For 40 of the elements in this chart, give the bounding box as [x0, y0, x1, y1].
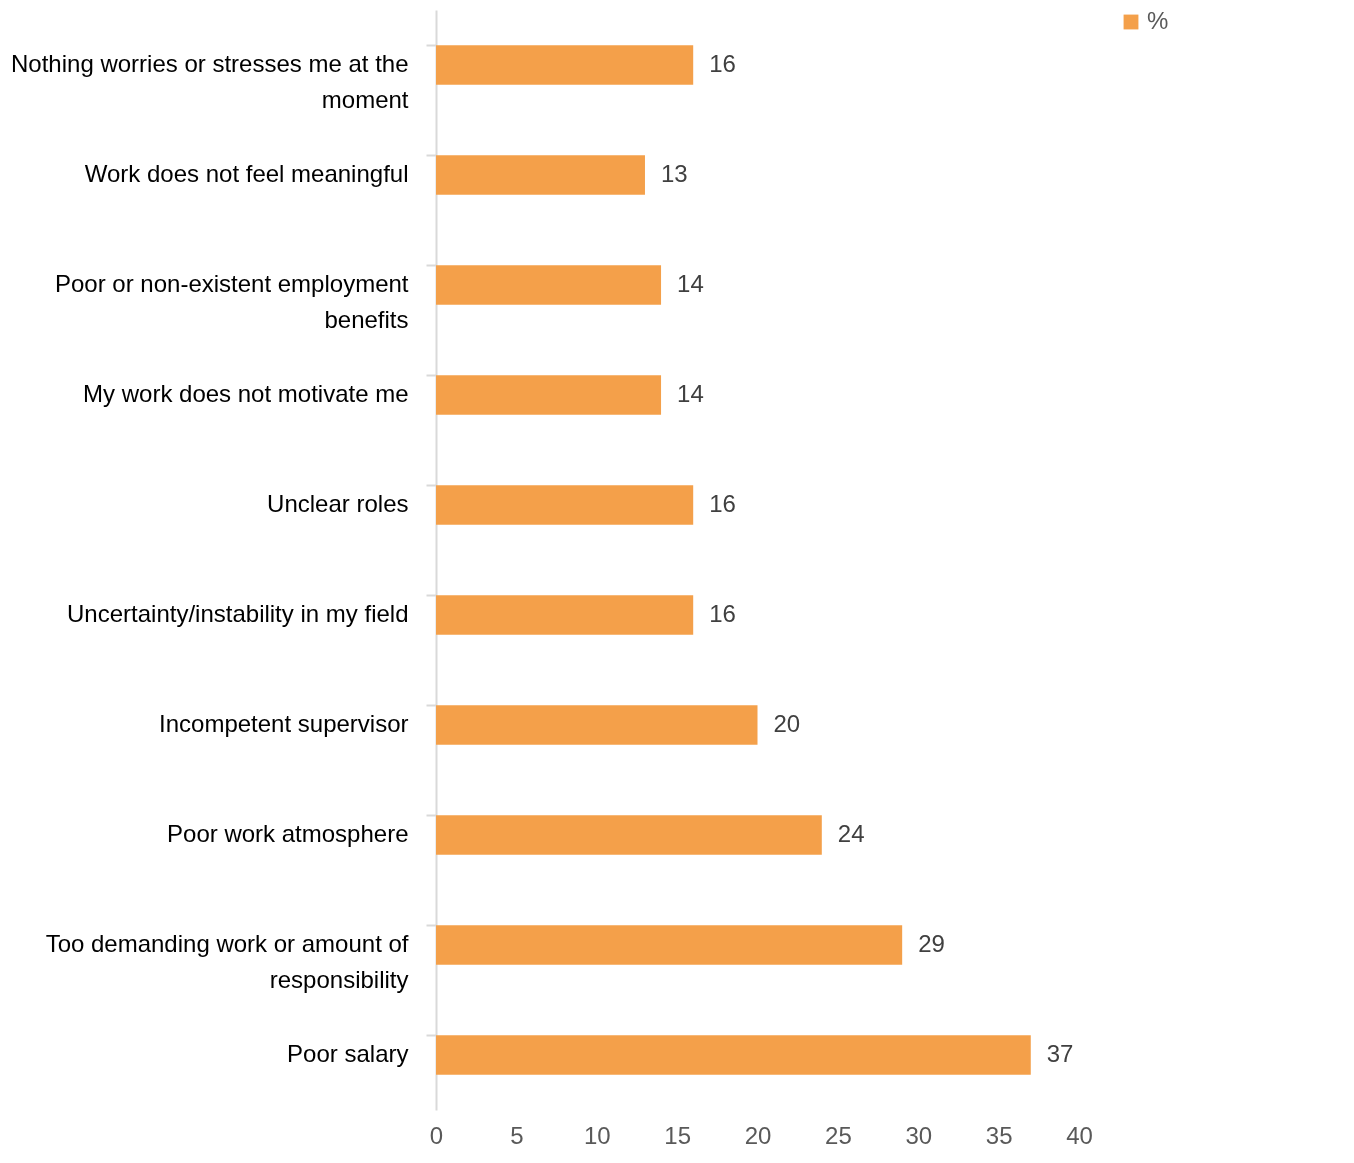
data-label: 37 — [1046, 1040, 1074, 1067]
x-tick-label: 15 — [664, 1121, 691, 1149]
data-label: 29 — [918, 930, 945, 957]
y-tick-label: Poor salary — [287, 1040, 409, 1067]
y-tick-label: Uncertainty/instability in my field — [67, 600, 409, 627]
bar — [436, 155, 645, 195]
bar — [436, 595, 694, 635]
bar — [436, 705, 758, 745]
x-tick-label: 30 — [905, 1121, 933, 1149]
y-tick-label: Unclear roles — [267, 490, 409, 517]
x-tick-label: 35 — [985, 1121, 1013, 1149]
data-label: 16 — [709, 490, 736, 517]
x-tick-label: 20 — [744, 1121, 772, 1149]
bar — [436, 45, 694, 85]
x-tick-label: 25 — [825, 1121, 852, 1149]
y-tick-label: Poor work atmosphere — [167, 820, 409, 847]
y-tick-label: Work does not feel meaningful — [84, 160, 409, 187]
y-tick-label: Poor or non-existent employment benefits — [54, 270, 409, 333]
data-label: 24 — [837, 820, 865, 847]
bar — [436, 485, 694, 525]
x-tick-label: 0 — [429, 1121, 444, 1149]
bar — [436, 265, 662, 305]
data-label: 13 — [660, 160, 688, 187]
bar — [436, 375, 662, 415]
y-tick-label: Nothing worries or stresses me at the moment — [11, 50, 409, 113]
data-label: 14 — [677, 380, 704, 407]
legend-label: % — [1147, 7, 1169, 34]
x-tick-label: 5 — [510, 1121, 524, 1149]
bar — [436, 925, 903, 965]
data-label: 20 — [773, 710, 801, 737]
bar — [436, 1035, 1031, 1075]
x-tick-label: 10 — [583, 1121, 611, 1149]
y-tick-label: My work does not motivate me — [83, 380, 409, 407]
data-label: 16 — [709, 50, 736, 77]
data-label: 16 — [709, 600, 736, 627]
y-tick-label: Too demanding work or amount of responsibility — [45, 930, 409, 993]
y-tick-label: Incompetent supervisor — [159, 710, 409, 737]
data-label: 14 — [677, 270, 704, 297]
bar — [436, 815, 822, 855]
x-tick-label: 40 — [1066, 1121, 1093, 1149]
